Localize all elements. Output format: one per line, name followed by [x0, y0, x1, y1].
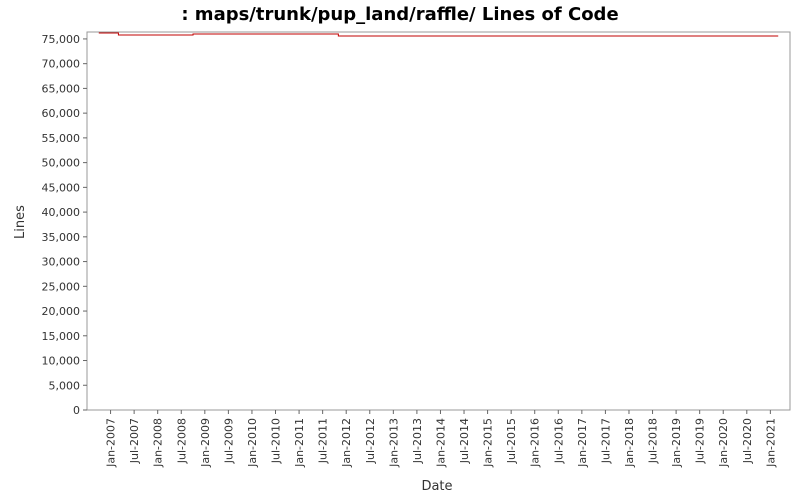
x-tick-label: Jul-2007: [128, 418, 141, 464]
x-tick-label: Jan-2011: [293, 418, 306, 468]
y-tick-label: 30,000: [42, 256, 81, 269]
x-tick-label: Jul-2016: [552, 418, 565, 464]
y-tick-label: 5,000: [49, 379, 81, 392]
x-tick-label: Jul-2014: [458, 418, 471, 464]
x-tick-label: Jan-2015: [482, 418, 495, 468]
y-tick-label: 60,000: [42, 107, 81, 120]
x-tick-label: Jan-2021: [764, 418, 777, 468]
y-tick-label: 45,000: [42, 181, 81, 194]
y-tick-label: 15,000: [42, 330, 81, 343]
y-tick-label: 25,000: [42, 280, 81, 293]
data-line: [98, 32, 779, 37]
plot-area: [86, 31, 791, 411]
x-tick-label: Jan-2020: [717, 418, 730, 468]
y-tick-label: 10,000: [42, 355, 81, 368]
x-tick-label: Jul-2018: [647, 418, 660, 464]
x-tick-label: Jul-2008: [175, 418, 188, 464]
x-tick-label: Jan-2018: [623, 418, 636, 468]
x-tick-label: Jan-2019: [670, 418, 683, 468]
x-tick-label: Jul-2010: [270, 418, 283, 464]
x-tick-label: Jan-2017: [576, 418, 589, 468]
y-tick-label: 50,000: [42, 157, 81, 170]
x-tick-label: Jul-2009: [222, 418, 235, 464]
x-tick-label: Jul-2019: [694, 418, 707, 464]
x-tick-label: Jul-2011: [317, 418, 330, 464]
y-tick-label: 55,000: [42, 132, 81, 145]
x-tick-label: Jan-2007: [105, 418, 118, 468]
x-tick-label: Jul-2012: [364, 418, 377, 464]
x-axis-label: Date: [421, 479, 452, 494]
x-tick-label: Jul-2017: [599, 418, 612, 464]
x-tick-label: Jan-2008: [152, 418, 165, 468]
x-tick-label: Jan-2012: [340, 418, 353, 468]
y-tick-label: 75,000: [42, 33, 81, 46]
x-tick-label: Jan-2016: [529, 418, 542, 468]
y-tick-label: 35,000: [42, 231, 81, 244]
x-tick-label: Jan-2013: [387, 418, 400, 468]
y-tick-label: 70,000: [42, 58, 81, 71]
y-tick-label: 0: [73, 404, 80, 417]
chart-title: : maps/trunk/pup_land/raffle/ Lines of C…: [181, 4, 618, 25]
y-tick-label: 40,000: [42, 206, 81, 219]
x-tick-label: Jan-2009: [199, 418, 212, 468]
x-tick-label: Jan-2010: [246, 418, 259, 468]
y-tick-label: 65,000: [42, 82, 81, 95]
x-tick-label: Jul-2013: [411, 418, 424, 464]
y-axis-label: Lines: [13, 205, 28, 239]
y-tick-label: 20,000: [42, 305, 81, 318]
x-tick-label: Jul-2020: [741, 418, 754, 464]
x-tick-label: Jan-2014: [434, 418, 447, 468]
x-tick-label: Jul-2015: [505, 418, 518, 464]
